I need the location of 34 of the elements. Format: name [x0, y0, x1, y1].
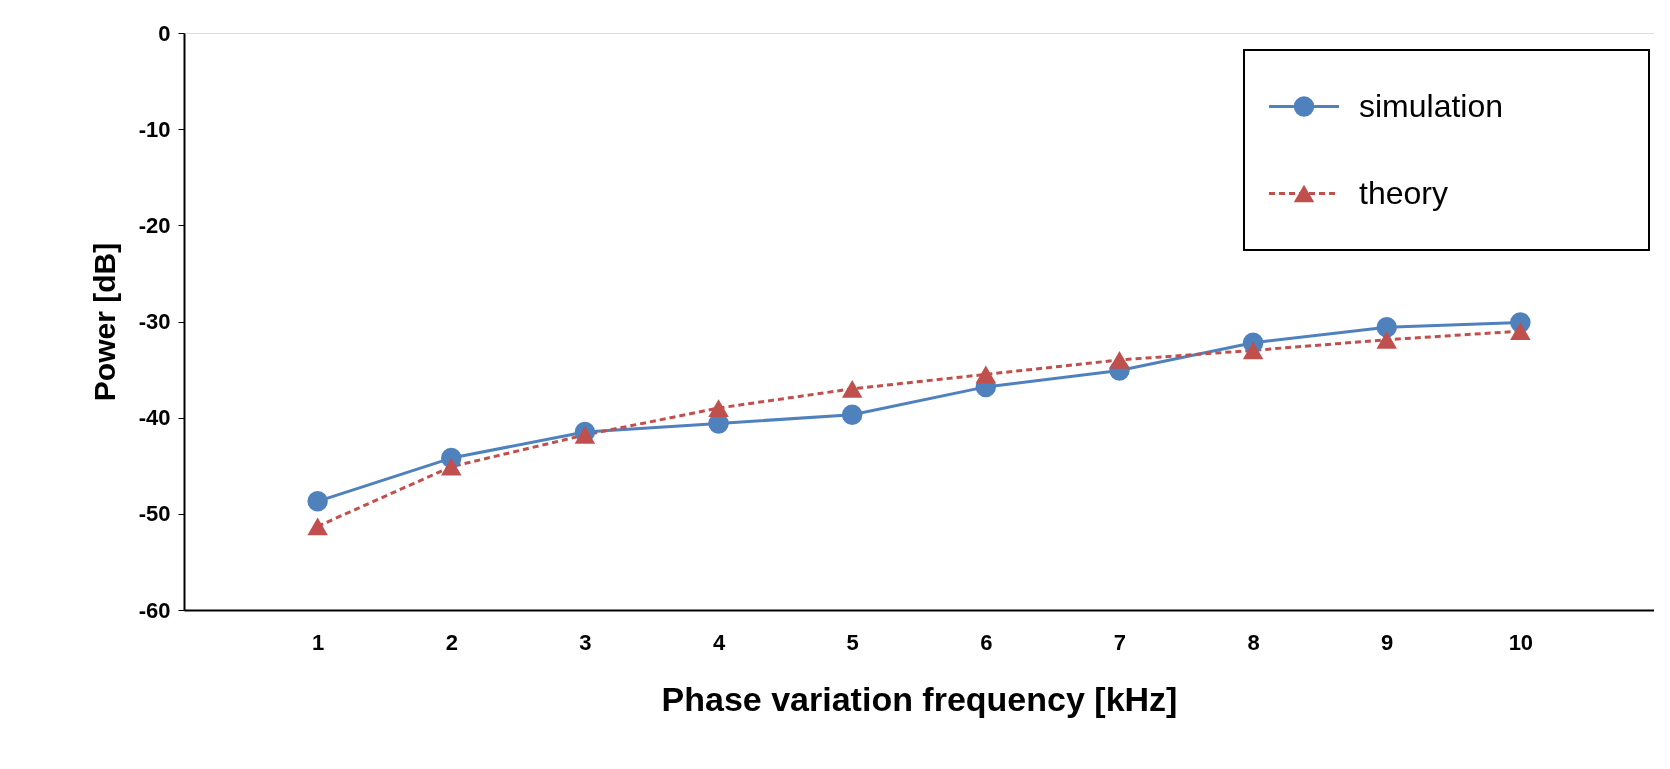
x-tick-label: 1 — [312, 629, 325, 655]
y-tick-label: -20 — [138, 212, 171, 238]
point — [1109, 351, 1130, 369]
point — [1376, 330, 1397, 349]
x-tick-label: 9 — [1381, 629, 1394, 655]
point — [441, 457, 462, 476]
x-tick-label: 10 — [1508, 629, 1534, 655]
legend-label: simulation — [1359, 87, 1504, 124]
y-axis-title: Power [dB] — [87, 242, 121, 402]
x-tick-label: 4 — [712, 629, 726, 655]
x-tick-label: 5 — [846, 629, 859, 655]
y-tick-label: -10 — [138, 116, 171, 142]
legend-label: theory — [1359, 174, 1448, 211]
point — [708, 399, 729, 417]
y-tick-label: -60 — [138, 597, 171, 623]
x-tick-label: 6 — [980, 629, 993, 655]
point — [1510, 322, 1531, 340]
point — [975, 365, 997, 384]
x-tick-label: 7 — [1113, 629, 1127, 655]
x-tick-label: 2 — [445, 629, 458, 655]
x-tick-label: 8 — [1247, 629, 1260, 655]
point — [1242, 341, 1264, 360]
point — [307, 491, 328, 512]
y-tick-label: -40 — [138, 405, 171, 431]
point — [574, 426, 596, 444]
y-tick-label: 0 — [158, 20, 171, 46]
point — [307, 517, 328, 536]
point — [841, 404, 863, 426]
x-axis-title: Phase variation frequency [kHz] — [661, 679, 1178, 718]
point — [1376, 317, 1397, 338]
x-tick-label: 3 — [579, 629, 592, 655]
point — [841, 379, 863, 398]
y-tick-label: -30 — [138, 309, 171, 334]
y-tick-label: -50 — [138, 501, 171, 527]
